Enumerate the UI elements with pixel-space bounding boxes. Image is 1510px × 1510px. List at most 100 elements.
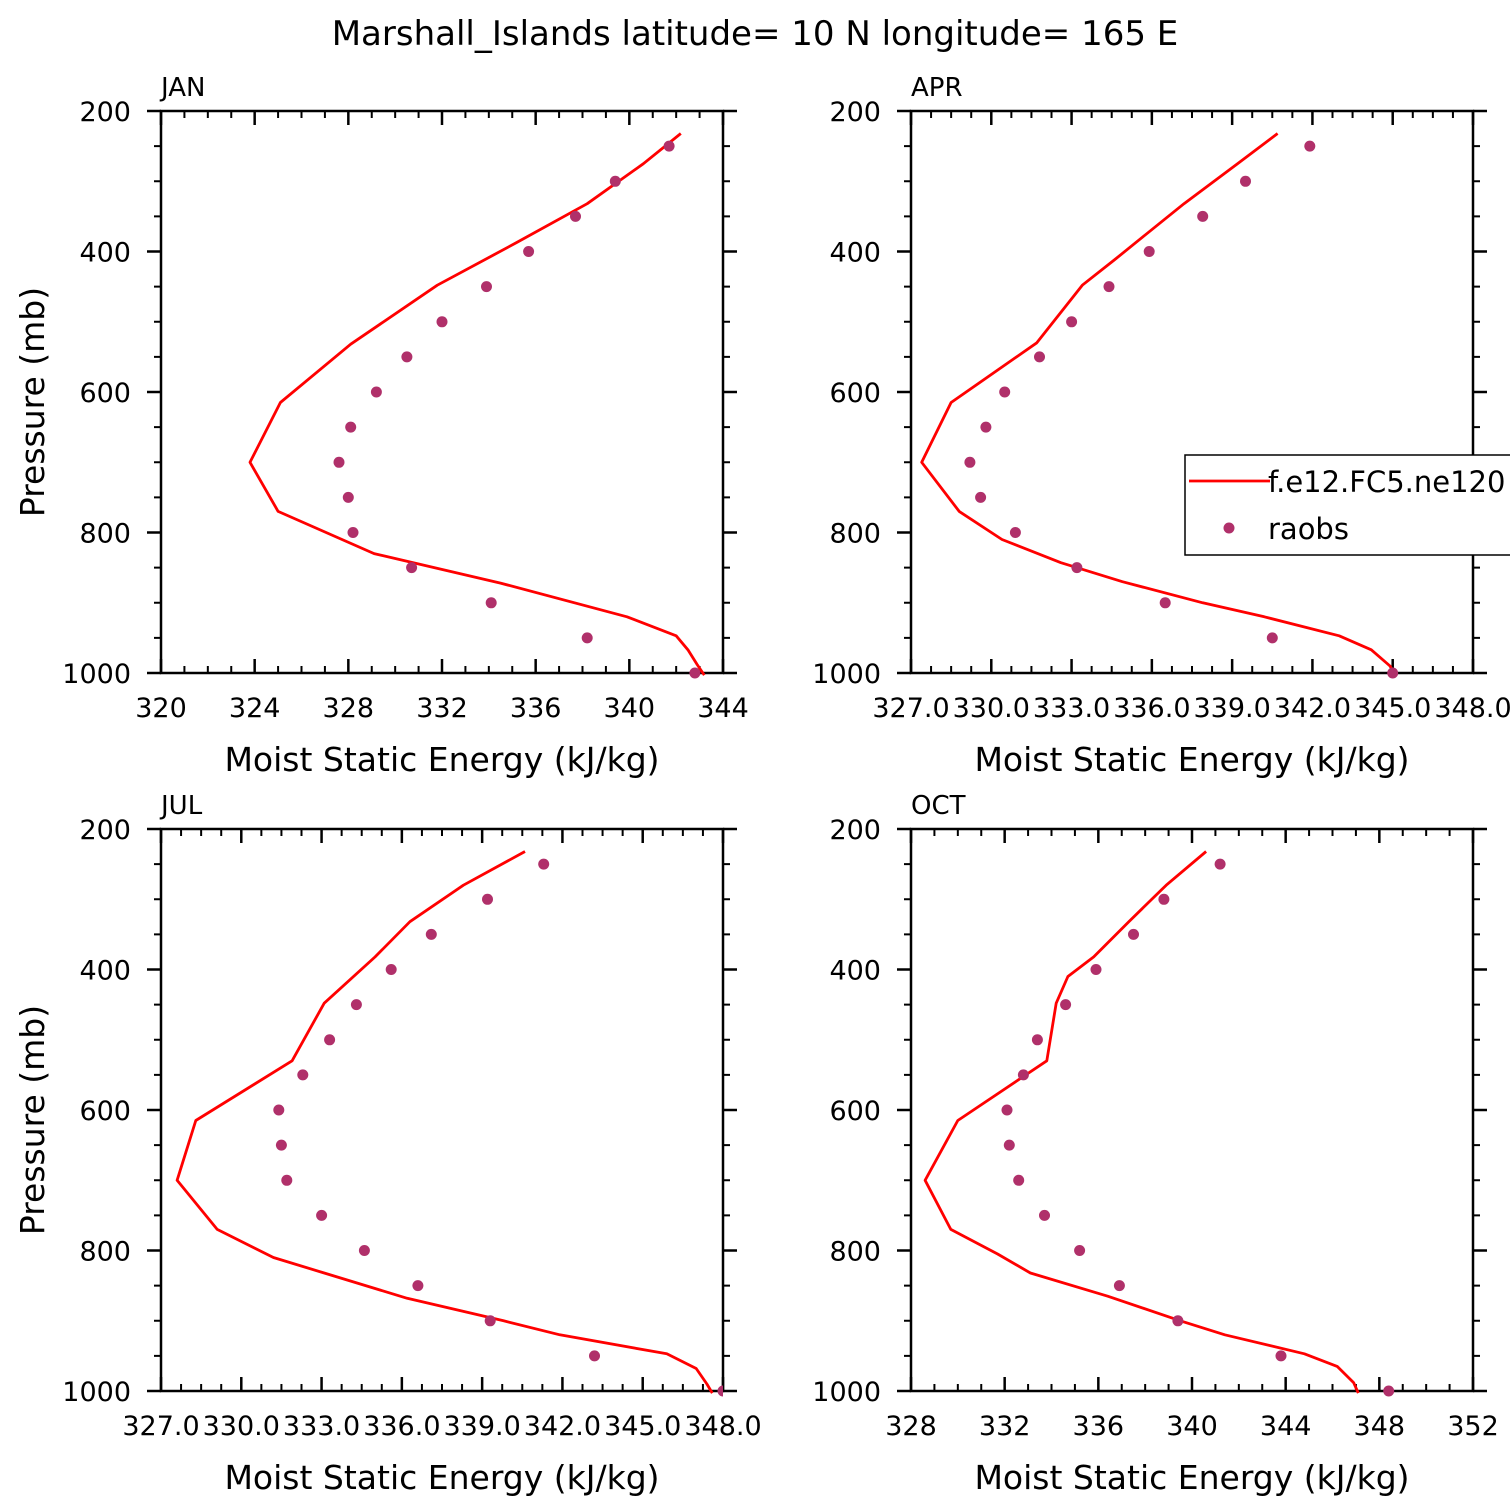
y-tick-label: 200 [79,97,131,128]
raobs-point [1060,999,1072,1011]
raobs-point [385,964,397,975]
raobs-point [316,1209,328,1221]
y-tick-label: 800 [79,1237,131,1268]
x-axis-label: Moist Static Energy (kJ/kg) [974,1458,1409,1497]
raobs-point [406,562,418,574]
raobs-point [1090,964,1102,975]
y-tick-label: 600 [79,1096,131,1127]
y-axis-label: Pressure (mb) [13,287,52,517]
x-tick-label: 342.0 [524,1411,601,1442]
raobs-point [581,632,593,644]
plot-frame [159,109,725,675]
raobs-point [1158,893,1170,905]
plot-frame [909,109,1475,675]
y-axis-label: Pressure (mb) [13,1005,52,1235]
panels: JAN 320 324 328 332 336 340 344 200 400 600 800 1000… [13,73,1510,1497]
panel-apr: APR 327.0 330.0 333.0 336.0 339.0 342.0 345.0 34… [812,73,1510,779]
y-tick-label: 400 [79,956,131,987]
raobs-point [333,456,345,468]
raobs-point [358,1245,370,1256]
y-tick-label: 800 [829,519,881,550]
raobs-point [436,316,448,328]
x-tick-label: 327.0 [872,693,949,724]
y-tick-label: 800 [79,519,131,550]
model-profile-line [248,132,706,676]
y-tick-label: 1000 [812,659,881,690]
raobs-point [273,1104,285,1116]
raobs-point [345,421,357,433]
y-tick-label: 600 [829,1096,881,1127]
raobs-point [523,246,535,257]
x-tick-label: 336 [510,693,562,724]
y-tick-label: 200 [829,97,881,128]
raobs-point [350,999,362,1011]
y-tick-label: 200 [829,815,881,846]
raobs-point [1240,175,1251,187]
x-tick-label: 332 [416,693,468,724]
plot-data [920,132,1399,679]
raobs-point [1128,928,1139,940]
y-tick-label: 600 [829,378,881,409]
y-tick-label: 400 [829,956,881,987]
raobs-point [1071,562,1083,574]
raobs-point [482,893,493,905]
raobs-point [1017,1069,1029,1081]
panel-oct: OCT 328 332 336 340 344 348 352 200 400 600 800 1000… [812,791,1498,1497]
y-tick-label: 800 [829,1237,881,1268]
raobs-point [412,1280,424,1292]
raobs-point [1159,597,1171,609]
x-tick-label: 340 [604,693,656,724]
x-tick-label: 324 [229,693,281,724]
x-tick-label: 333.0 [283,1411,360,1442]
raobs-point [1304,140,1316,152]
raobs-point [975,491,987,503]
raobs-point [980,421,992,433]
raobs-point [324,1034,336,1046]
raobs-point [1003,1139,1015,1151]
raobs-point [1013,1174,1025,1186]
x-tick-label: 328 [885,1411,937,1442]
plot-data [923,850,1395,1397]
raobs-point [1197,210,1209,222]
raobs-point [689,667,701,679]
raobs-point [538,858,550,870]
raobs-point [1031,1034,1043,1046]
panel-label: OCT [911,791,966,821]
y-tick-label: 600 [79,378,131,409]
raobs-point [1001,1104,1013,1116]
x-tick-label: 336 [1073,1411,1125,1442]
legend: f.e12.FC5.ne120 raobs [1184,454,1510,556]
raobs-point [297,1069,309,1081]
raobs-point [1383,1385,1395,1397]
x-tick-label: 348 [1354,1411,1406,1442]
x-tick-label: 340 [1166,1411,1218,1442]
raobs-point [1034,351,1045,363]
panel-jan: JAN 320 324 328 332 336 340 344 200 400 600 800 1000… [13,73,749,779]
x-tick-label: 345.0 [604,1411,681,1442]
x-tick-label: 336.0 [363,1411,440,1442]
x-tick-label: 342.0 [1274,693,1351,724]
model-profile-line [920,132,1397,676]
y-tick-label: 400 [829,238,881,269]
x-axis-label: Moist Static Energy (kJ/kg) [974,740,1409,779]
raobs-point [964,456,976,468]
y-tick-label: 1000 [812,1377,881,1408]
plot-data [175,850,723,1397]
raobs-point [401,351,413,363]
x-tick-label: 348.0 [684,1411,761,1442]
raobs-point [1103,281,1115,293]
model-profile-line [175,850,714,1394]
panel-label: JAN [159,73,205,103]
plot-data [248,132,706,679]
x-tick-label: 339.0 [443,1411,520,1442]
panel-label: JUL [159,791,203,821]
raobs-point [485,597,497,609]
legend-raobs-marker [1223,522,1235,534]
x-tick-label: 330.0 [953,693,1030,724]
raobs-point [1275,1350,1287,1362]
raobs-point [370,386,382,398]
legend-raobs-label: raobs [1268,512,1349,546]
raobs-point [1074,1245,1086,1256]
x-tick-label: 348.0 [1434,693,1510,724]
